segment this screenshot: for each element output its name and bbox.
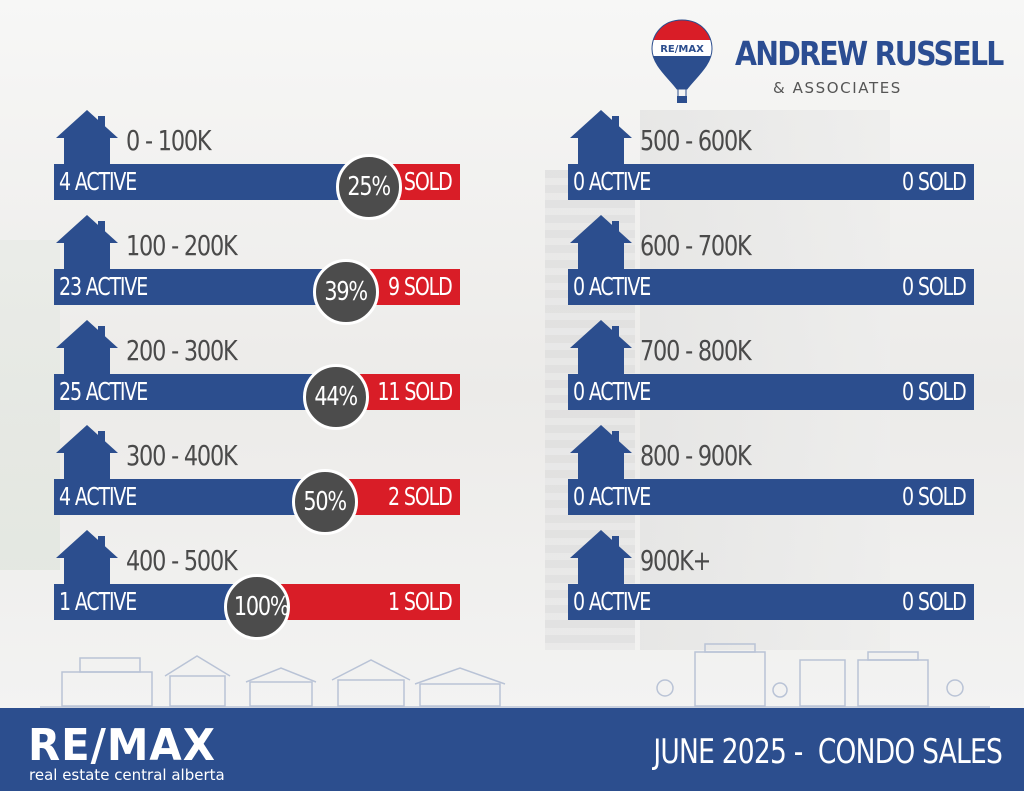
price-row: 0 - 100K 4 ACTIVE 1 SOLD 25% [54,108,460,220]
price-row: 700 - 800K 0 ACTIVE 0 SOLD [568,318,974,410]
sold-ratio-label: 100% [233,592,290,622]
active-count-label: 0 ACTIVE [573,272,651,301]
footer-bar: RE/MAX real estate central alberta JUNE … [0,708,1024,791]
house-icon [568,528,634,598]
sold-ratio-label: 25% [347,172,392,202]
sold-ratio-label: 50% [303,487,348,517]
sold-ratio-badge: 100% [224,574,290,640]
price-range-label: 900K+ [640,544,711,577]
active-segment [54,479,325,515]
active-count-label: 4 ACTIVE [59,167,137,196]
sold-ratio-badge: 25% [336,154,402,220]
sold-count-label: 0 SOLD [902,377,967,406]
house-icon [568,108,634,178]
sold-ratio-label: 44% [314,382,359,412]
sold-count-label: 0 SOLD [902,587,967,616]
house-icon [54,213,120,283]
active-segment [54,269,346,305]
active-segment [568,479,974,515]
active-count-label: 0 ACTIVE [573,377,651,406]
active-count-label: 25 ACTIVE [59,377,148,406]
footer-tagline: real estate central alberta [29,766,225,784]
house-icon [54,528,120,598]
sold-count-label: 0 SOLD [902,167,967,196]
price-range-label: 500 - 600K [640,124,752,157]
footer-remax-logo: RE/MAX [28,720,216,771]
sold-ratio-badge: 44% [303,364,369,430]
price-range-label: 400 - 500K [126,544,238,577]
sold-ratio-badge: 50% [292,469,358,535]
active-count-label: 0 ACTIVE [573,167,651,196]
price-row: 500 - 600K 0 ACTIVE 0 SOLD [568,108,974,200]
price-range-label: 0 - 100K [126,124,212,157]
listing-bar: 0 ACTIVE 0 SOLD [568,164,974,200]
house-icon [568,213,634,283]
price-row: 600 - 700K 0 ACTIVE 0 SOLD [568,213,974,305]
active-count-label: 0 ACTIVE [573,482,651,511]
town-illustration [40,643,990,708]
brand-subtitle: & ASSOCIATES [773,79,902,97]
price-range-label: 800 - 900K [640,439,752,472]
sold-ratio-badge: 39% [313,259,379,325]
active-count-label: 0 ACTIVE [573,587,651,616]
price-range-label: 200 - 300K [126,334,238,367]
active-segment [568,584,974,620]
active-segment [568,269,974,305]
sold-segment [257,584,460,620]
brand-name: ANDREW RUSSELL [735,34,1004,73]
sold-count-label: 1 SOLD [388,587,453,616]
listing-bar: 1 ACTIVE 1 SOLD [54,584,460,620]
listing-bar: 0 ACTIVE 0 SOLD [568,479,974,515]
house-icon [54,423,120,493]
listing-bar: 23 ACTIVE 9 SOLD [54,269,460,305]
sold-count-label: 2 SOLD [388,482,453,511]
price-range-label: 300 - 400K [126,439,238,472]
price-range-label: 700 - 800K [640,334,752,367]
sold-count-label: 0 SOLD [902,482,967,511]
footer-title: JUNE 2025 - CONDO SALES [653,732,1002,772]
house-icon [54,108,120,178]
remax-balloon-logo: RE/MAX [651,19,713,103]
active-count-label: 4 ACTIVE [59,482,137,511]
price-row: 300 - 400K 4 ACTIVE 2 SOLD 50% [54,423,460,535]
house-icon [54,318,120,388]
active-segment [54,584,257,620]
active-segment [568,164,974,200]
house-icon [568,423,634,493]
listing-bar: 0 ACTIVE 0 SOLD [568,584,974,620]
listing-bar: 0 ACTIVE 0 SOLD [568,269,974,305]
sold-ratio-label: 39% [324,277,369,307]
listing-bar: 25 ACTIVE 11 SOLD [54,374,460,410]
active-count-label: 1 ACTIVE [59,587,137,616]
price-range-label: 600 - 700K [640,229,752,262]
house-icon [568,318,634,388]
sold-count-label: 0 SOLD [902,272,967,301]
active-segment [54,374,336,410]
listing-bar: 4 ACTIVE 2 SOLD [54,479,460,515]
sold-count-label: 11 SOLD [377,377,454,406]
active-segment [568,374,974,410]
price-row: 200 - 300K 25 ACTIVE 11 SOLD 44% [54,318,460,430]
price-row: 900K+ 0 ACTIVE 0 SOLD [568,528,974,620]
price-row: 800 - 900K 0 ACTIVE 0 SOLD [568,423,974,515]
sold-count-label: 9 SOLD [388,272,453,301]
listing-bar: 0 ACTIVE 0 SOLD [568,374,974,410]
active-segment [54,164,379,200]
price-row: 100 - 200K 23 ACTIVE 9 SOLD 39% [54,213,460,325]
balloon-text: RE/MAX [660,44,704,55]
price-range-label: 100 - 200K [126,229,238,262]
background-window [0,240,60,570]
price-row: 400 - 500K 1 ACTIVE 1 SOLD 100% [54,528,460,640]
active-count-label: 23 ACTIVE [59,272,148,301]
